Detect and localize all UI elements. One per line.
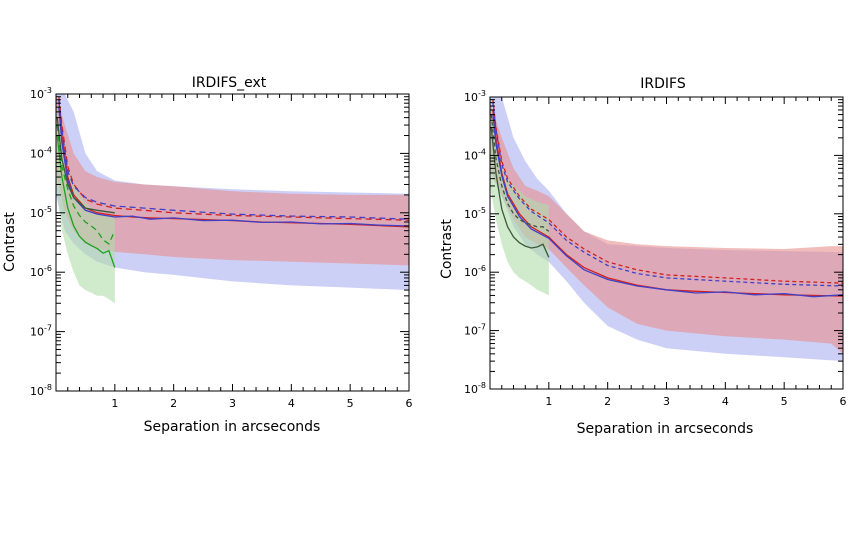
x-tick-label: 6 <box>840 395 847 408</box>
x-tick-label: 1 <box>111 397 118 410</box>
y-tick-exponent: -3 <box>478 89 486 98</box>
y-tick-label: 10-3 <box>30 86 52 101</box>
y-tick-exponent: -8 <box>44 383 52 392</box>
y-tick-label: 10-5 <box>30 205 52 220</box>
x-tick-label: 5 <box>347 397 354 410</box>
series-line-3 <box>492 99 843 284</box>
y-tick-label: 10-6 <box>30 264 52 279</box>
x-tick-label: 3 <box>229 397 236 410</box>
y-tick-label: 10-7 <box>464 323 486 338</box>
y-tick-exponent: -7 <box>44 324 52 333</box>
y-tick-label: 10-4 <box>464 147 486 162</box>
series-line-6 <box>56 125 116 245</box>
y-tick-exponent: -7 <box>478 323 486 332</box>
series-line-4 <box>492 102 843 287</box>
y-tick-label: 10-8 <box>30 383 52 398</box>
confidence-band-3 <box>56 107 115 304</box>
series-line-5 <box>490 127 550 258</box>
plot-area <box>56 94 409 304</box>
y-tick-exponent: -4 <box>478 147 486 156</box>
y-tick-exponent: -6 <box>44 264 52 273</box>
y-tick-exponent: -8 <box>478 381 486 390</box>
confidence-band-2 <box>490 102 843 354</box>
y-tick-label: 10-4 <box>30 145 52 160</box>
y-axis-label: Contrast <box>2 212 18 272</box>
x-tick-label: 2 <box>604 395 611 408</box>
series-line-2 <box>492 114 843 298</box>
series-line-5 <box>56 135 116 268</box>
chart-irdifs: IRDIFS Separation in arcseconds Contrast… <box>439 76 847 437</box>
y-tick-label: 10-3 <box>464 89 486 104</box>
y-tick-exponent: -5 <box>478 206 486 215</box>
x-tick-label: 6 <box>406 397 413 410</box>
y-axis-label: Contrast <box>439 219 455 279</box>
series-line-1 <box>492 109 843 297</box>
series-line-7 <box>56 117 115 214</box>
x-tick-label: 4 <box>288 397 295 410</box>
x-axis-label: Separation in arcseconds <box>577 421 754 437</box>
plot-area <box>490 97 843 362</box>
x-tick-label: 1 <box>545 395 552 408</box>
series-line-3 <box>58 96 409 221</box>
chart-title: IRDIFS <box>640 76 686 92</box>
y-tick-label: 10-8 <box>464 381 486 396</box>
y-tick-label: 10-6 <box>464 264 486 279</box>
y-tick-exponent: -6 <box>478 264 486 273</box>
x-tick-label: 5 <box>781 395 788 408</box>
y-tick-exponent: -4 <box>44 145 52 154</box>
x-tick-label: 4 <box>722 395 729 408</box>
confidence-band-2 <box>56 94 409 266</box>
chart-title: IRDIFS_ext <box>192 75 267 91</box>
y-tick-exponent: -3 <box>44 86 52 95</box>
x-tick-label: 3 <box>663 395 670 408</box>
y-tick-label: 10-5 <box>464 206 486 221</box>
x-tick-label: 2 <box>170 397 177 410</box>
x-axis-label: Separation in arcseconds <box>144 419 321 435</box>
y-tick-exponent: -5 <box>44 205 52 214</box>
series-line-4 <box>58 99 409 220</box>
y-tick-label: 10-7 <box>30 324 52 339</box>
chart-irdifs-ext: IRDIFS_ext Separation in arcseconds Cont… <box>2 75 413 435</box>
